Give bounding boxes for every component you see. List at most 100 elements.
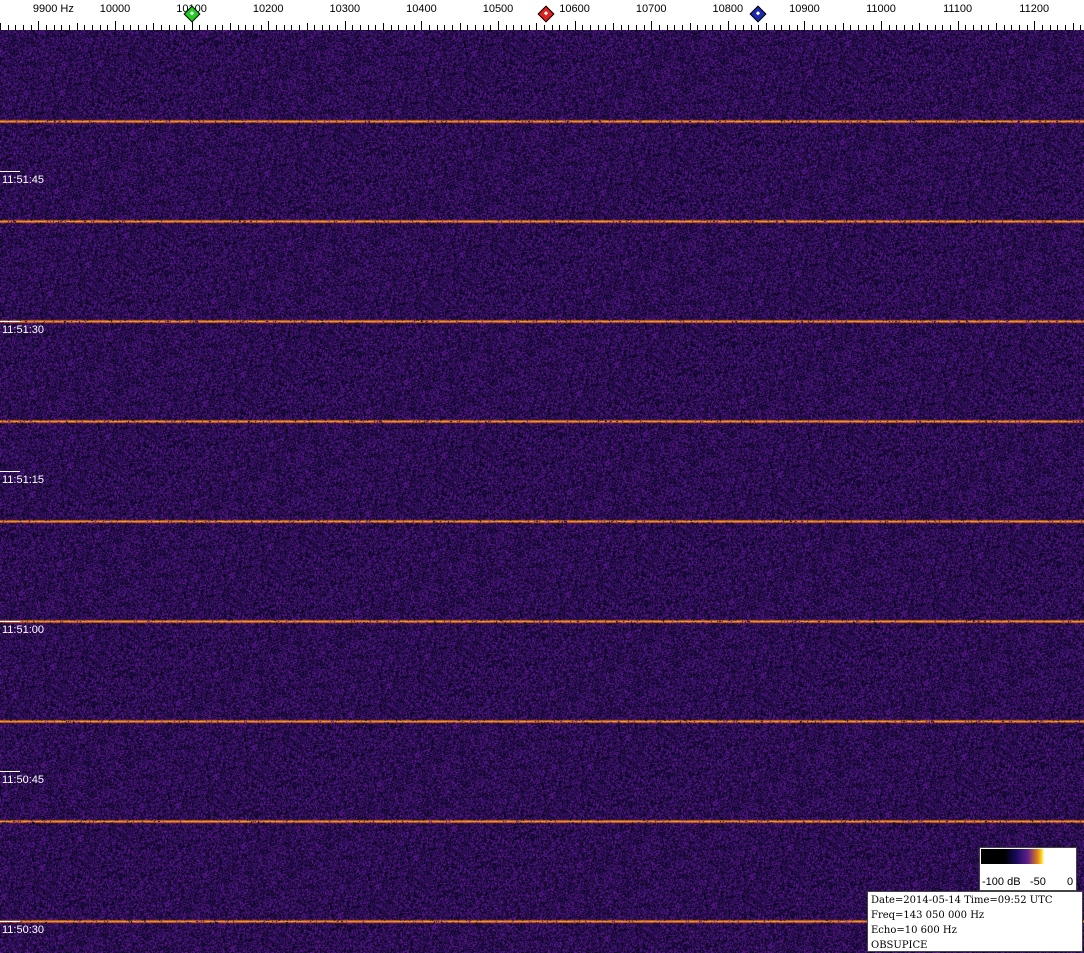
frequency-tick (651, 21, 652, 30)
time-label: 11:50:30 (2, 924, 45, 936)
frequency-tick (613, 23, 614, 30)
red-marker[interactable] (537, 5, 555, 23)
frequency-tick (774, 25, 775, 30)
frequency-tick (284, 25, 285, 30)
frequency-label: 11100 (943, 3, 973, 15)
frequency-tick (912, 25, 913, 30)
frequency-tick (513, 25, 514, 30)
frequency-tick (69, 25, 70, 30)
frequency-tick (720, 25, 721, 30)
frequency-tick (506, 25, 507, 30)
frequency-tick (498, 21, 499, 30)
frequency-tick (199, 25, 200, 30)
frequency-tick (1050, 25, 1051, 30)
blue-marker[interactable] (749, 5, 767, 23)
frequency-tick (735, 25, 736, 30)
frequency-tick (100, 25, 101, 30)
frequency-tick (973, 25, 974, 30)
frequency-tick (804, 21, 805, 30)
frequency-label: 10000 (99, 3, 131, 15)
time-label: 11:50:45 (2, 774, 45, 786)
frequency-tick (628, 25, 629, 30)
frequency-tick (544, 25, 545, 30)
frequency-tick (942, 25, 943, 30)
frequency-tick (391, 25, 392, 30)
frequency-tick (598, 25, 599, 30)
info-station: OBSUPICE (871, 940, 928, 951)
frequency-tick (552, 25, 553, 30)
frequency-tick (1004, 25, 1005, 30)
frequency-tick (169, 25, 170, 30)
frequency-tick (1080, 25, 1081, 30)
frequency-tick (904, 25, 905, 30)
frequency-tick (107, 25, 108, 30)
frequency-tick (827, 25, 828, 30)
frequency-tick (123, 25, 124, 30)
frequency-tick (475, 25, 476, 30)
frequency-tick (314, 25, 315, 30)
frequency-tick (712, 25, 713, 30)
frequency-tick (23, 25, 24, 30)
frequency-tick (161, 25, 162, 30)
frequency-tick (322, 25, 323, 30)
frequency-tick (536, 23, 537, 30)
frequency-label: 10600 (559, 3, 590, 15)
frequency-tick (835, 25, 836, 30)
frequency-tick (797, 25, 798, 30)
frequency-tick (636, 25, 637, 30)
time-tick (0, 621, 20, 622)
frequency-tick (437, 25, 438, 30)
info-date-time: Date=2014-05-14 Time=09:52 UTC (871, 895, 1053, 906)
frequency-tick (467, 25, 468, 30)
frequency-tick (276, 25, 277, 30)
info-echo: Echo=10 600 Hz (871, 925, 957, 936)
time-tick (0, 471, 20, 472)
time-tick (0, 771, 20, 772)
frequency-tick (46, 25, 47, 30)
frequency-label: 10800 (712, 3, 744, 15)
frequency-tick (0, 23, 1, 30)
frequency-tick (368, 25, 369, 30)
time-label: 11:51:00 (2, 624, 45, 636)
frequency-tick (567, 25, 568, 30)
frequency-label: 10300 (329, 3, 361, 15)
frequency-tick (375, 25, 376, 30)
frequency-tick (644, 25, 645, 30)
frequency-tick (559, 25, 560, 30)
frequency-tick (398, 25, 399, 30)
frequency-tick (674, 25, 675, 30)
frequency-tick (54, 25, 55, 30)
frequency-tick (728, 21, 729, 30)
frequency-tick (667, 25, 668, 30)
frequency-tick (1065, 25, 1066, 30)
frequency-tick (299, 25, 300, 30)
frequency-tick (184, 25, 185, 30)
frequency-tick (996, 23, 997, 30)
frequency-tick (935, 25, 936, 30)
frequency-tick (950, 25, 951, 30)
frequency-tick (92, 25, 93, 30)
frequency-tick (176, 25, 177, 30)
frequency-tick (590, 25, 591, 30)
frequency-tick (483, 25, 484, 30)
frequency-tick (582, 25, 583, 30)
frequency-tick (329, 25, 330, 30)
frequency-tick (919, 23, 920, 30)
frequency-tick (965, 25, 966, 30)
frequency-tick (812, 25, 813, 30)
frequency-tick (77, 23, 78, 30)
frequency-tick (743, 25, 744, 30)
frequency-tick (291, 25, 292, 30)
frequency-tick (222, 25, 223, 30)
frequency-tick (850, 25, 851, 30)
frequency-label: 10200 (252, 3, 284, 15)
time-label: 11:51:45 (2, 174, 45, 186)
frequency-tick (1042, 25, 1043, 30)
frequency-tick (1073, 23, 1074, 30)
frequency-tick (138, 25, 139, 30)
frequency-tick (820, 25, 821, 30)
frequency-tick (958, 21, 959, 30)
frequency-tick (988, 25, 989, 30)
frequency-tick (766, 23, 767, 30)
frequency-label: 10900 (789, 3, 820, 15)
